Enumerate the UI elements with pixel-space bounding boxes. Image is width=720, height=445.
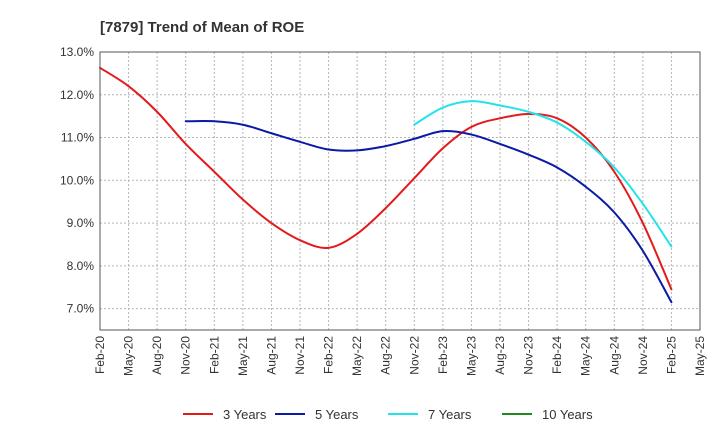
- x-tick-label: May-20: [122, 336, 136, 376]
- x-tick-label: Feb-23: [436, 336, 450, 374]
- x-tick-label: Feb-25: [664, 336, 678, 374]
- x-tick-label: May-24: [579, 336, 593, 376]
- x-axis-ticks: Feb-20 May-20 Aug-20 Nov-20 Feb-21 May-21 Aug-…: [93, 336, 707, 376]
- plot-area-frame: [99, 51, 701, 331]
- y-tick-label: 7.0%: [67, 302, 95, 316]
- x-tick-label: May-21: [236, 336, 250, 376]
- x-tick-label: May-25: [693, 336, 707, 376]
- grid: [100, 52, 700, 330]
- y-tick-label: 10.0%: [60, 173, 94, 187]
- chart-title: [7879] Trend of Mean of ROE: [100, 19, 304, 36]
- x-tick-label: Feb-21: [207, 336, 221, 374]
- x-tick-label: Aug-21: [264, 336, 278, 375]
- y-tick-label: 9.0%: [67, 216, 95, 230]
- x-tick-label: May-23: [464, 336, 478, 376]
- series-lines: [99, 66, 673, 304]
- legend: 3 Years 5 Years 7 Years 10 Years: [183, 407, 593, 422]
- x-tick-label: Nov-21: [293, 336, 307, 375]
- x-tick-label: Nov-20: [179, 336, 193, 375]
- legend-label-3-years: 3 Years: [223, 407, 267, 422]
- x-tick-label: Feb-20: [93, 336, 107, 374]
- x-tick-label: Nov-23: [522, 336, 536, 375]
- series-line-7-years: [413, 100, 673, 248]
- x-tick-label: Nov-22: [407, 336, 421, 375]
- legend-label-7-years: 7 Years: [428, 407, 472, 422]
- legend-label-5-years: 5 Years: [315, 407, 359, 422]
- y-tick-label: 8.0%: [67, 259, 95, 273]
- x-tick-label: Aug-23: [493, 336, 507, 375]
- x-tick-label: May-22: [350, 336, 364, 376]
- series-line-5-years: [184, 120, 673, 304]
- y-tick-label: 13.0%: [60, 45, 94, 59]
- y-tick-label: 12.0%: [60, 88, 94, 102]
- x-tick-label: Nov-24: [636, 336, 650, 375]
- x-tick-label: Feb-22: [322, 336, 336, 374]
- x-tick-label: Aug-22: [379, 336, 393, 375]
- legend-label-10-years: 10 Years: [542, 407, 593, 422]
- x-tick-label: Aug-24: [607, 336, 621, 375]
- y-tick-label: 11.0%: [61, 131, 94, 145]
- x-tick-label: Feb-24: [550, 336, 564, 374]
- y-axis-ticks: 7.0% 8.0% 9.0% 10.0% 11.0% 12.0% 13.0%: [60, 45, 94, 316]
- series-line-3-years: [99, 66, 673, 291]
- x-tick-label: Aug-20: [150, 336, 164, 375]
